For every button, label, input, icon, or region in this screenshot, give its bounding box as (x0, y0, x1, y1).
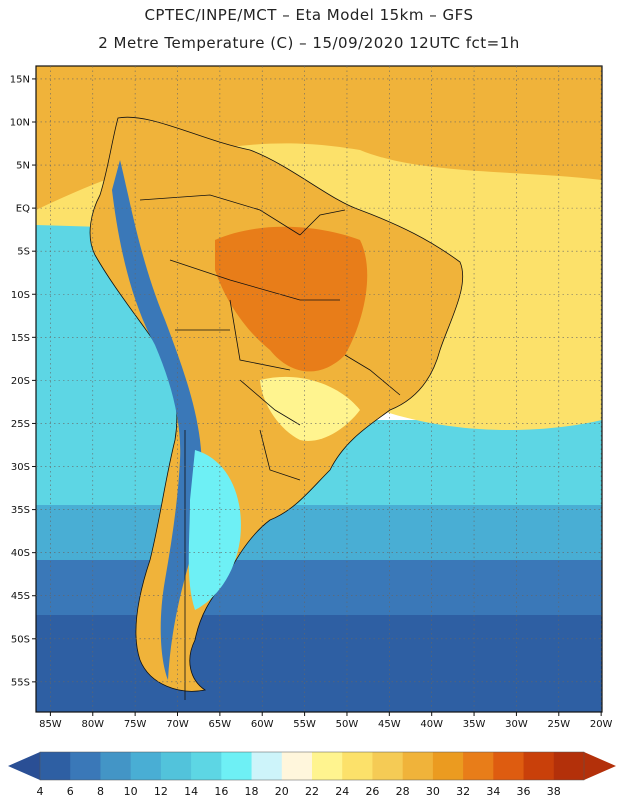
lat-label: 45S (11, 591, 30, 602)
lon-label: 45W (378, 719, 401, 730)
lon-label: 40W (420, 719, 443, 730)
colorbar-label: 18 (245, 785, 259, 798)
lon-label: 50W (336, 719, 359, 730)
colorbar-label: 24 (335, 785, 349, 798)
ocean-cold-band (36, 600, 602, 712)
colorbar-label: 38 (547, 785, 561, 798)
patagonia-cool-zone (188, 450, 241, 610)
colorbar-cell (553, 752, 585, 780)
lon-label: 75W (124, 719, 147, 730)
longitude-axis: 85W 80W 75W 70W 65W 60W 55W 50W 45W 40W 35W 30W 25W 2… (39, 712, 613, 730)
colorbar-label: 34 (486, 785, 500, 798)
colorbar-cell (70, 752, 101, 780)
colorbar-label: 22 (305, 785, 319, 798)
lon-label: 30W (505, 719, 528, 730)
map-title: CPTEC/INPE/MCT – Eta Model 15km – GFS (144, 6, 474, 24)
lon-label: 70W (166, 719, 189, 730)
lat-label: 10N (10, 117, 30, 128)
colorbar-cell (281, 752, 313, 780)
colorbar-label: 20 (275, 785, 289, 798)
lon-label: 35W (463, 719, 486, 730)
colorbar-label: 10 (124, 785, 138, 798)
latitude-axis: 15N 10N 5N EQ 5S 10S 15S 20S 25S 30S 35S 40S 45S 50S 5… (10, 74, 36, 688)
colorbar-cell (100, 752, 132, 780)
colorbar-label: 4 (37, 785, 44, 798)
lat-label: 10S (11, 290, 30, 301)
colorbar-label: 36 (517, 785, 531, 798)
colorbar-cell (402, 752, 434, 780)
colorbar-cell (40, 752, 71, 780)
lat-label: 15S (11, 333, 30, 344)
lat-label: 50S (11, 634, 30, 645)
lat-label: 30S (11, 462, 30, 473)
lat-label: 15N (10, 74, 30, 85)
temperature-colorbar: 4 6 8 10 12 14 16 18 20 22 24 26 28 30 32 34 36 38 (8, 751, 616, 798)
lon-label: 20W (590, 719, 613, 730)
ocean-cool-band (36, 555, 602, 615)
colorbar-label: 6 (67, 785, 74, 798)
lon-label: 80W (81, 719, 104, 730)
colorbar-cell (130, 752, 162, 780)
colorbar-cell (523, 752, 555, 780)
colorbar-cell (160, 752, 192, 780)
temperature-field (36, 66, 602, 712)
lat-label: 5S (17, 247, 30, 258)
colorbar-under-arrow (8, 752, 40, 780)
colorbar-label: 16 (214, 785, 228, 798)
lat-label: 20S (11, 376, 30, 387)
lat-label: 35S (11, 505, 30, 516)
lon-label: 55W (293, 719, 316, 730)
lon-label: 25W (547, 719, 570, 730)
andes-cold-ridge (112, 160, 202, 680)
colorbar-label: 8 (97, 785, 104, 798)
colorbar-cell (463, 752, 494, 780)
lon-label: 65W (209, 719, 232, 730)
colorbar-label: 14 (184, 785, 198, 798)
colorbar-label: 30 (426, 785, 440, 798)
map-frame (35, 65, 603, 713)
lat-label: 55S (11, 677, 30, 688)
lon-label: 60W (251, 719, 274, 730)
colorbar-cell (372, 752, 404, 780)
ocean-mild-band (36, 500, 602, 560)
colorbar-label: 12 (154, 785, 168, 798)
colorbar-cell (432, 752, 464, 780)
brazil-hot-zone (215, 226, 368, 372)
colorbar-label: 26 (365, 785, 379, 798)
lat-label: 5N (16, 161, 30, 172)
country-borders (139, 194, 401, 700)
colorbar-cell (221, 752, 253, 780)
colorbar-cell (312, 752, 343, 780)
colorbar-cell (342, 752, 373, 780)
lat-label: EQ (16, 204, 30, 215)
colorbar-label: 28 (396, 785, 410, 798)
colorbar-cell (493, 752, 525, 780)
lat-label: 25S (11, 419, 30, 430)
colorbar-label: 32 (456, 785, 470, 798)
colorbar-cell (191, 752, 222, 780)
colorbar-over-arrow (584, 752, 616, 780)
lon-label: 85W (39, 719, 62, 730)
colorbar-cell (251, 752, 283, 780)
lat-label: 40S (11, 548, 30, 559)
map-subtitle: 2 Metre Temperature (C) – 15/09/2020 12U… (98, 34, 520, 52)
southeast-mild-zone (260, 376, 360, 441)
